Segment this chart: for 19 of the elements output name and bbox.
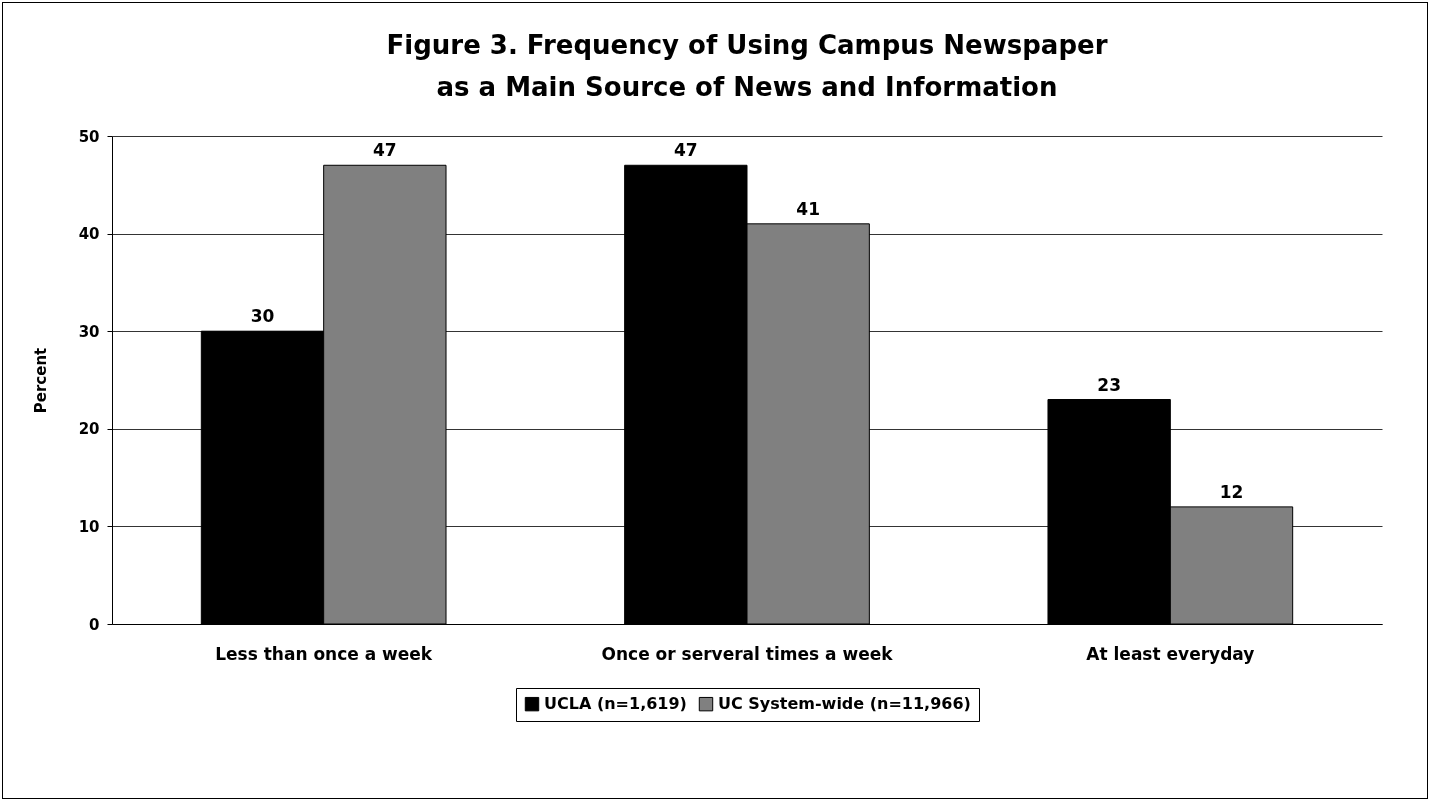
y-tick-label: 0 [89,615,100,634]
y-tick-label: 10 [78,517,100,536]
data-label: 30 [250,306,275,327]
y-tick-label: 30 [78,322,100,341]
y-tick-label: 40 [78,225,100,244]
x-tick-label: Once or serveral times a week [601,643,894,664]
x-tick-label: Less than once a week [215,643,433,664]
data-label: 12 [1219,481,1244,502]
data-label: 47 [373,140,397,161]
data-label: 23 [1097,374,1121,395]
legend-label: UCLA (n=1,619) [544,694,687,714]
y-tick-label: 20 [78,420,100,439]
legend-label: UC System-wide (n=11,966) [718,694,971,714]
y-tick-label: 50 [78,127,100,146]
chart-title: Figure 3. Frequency of Using Campus Newspaper as a Main Source of News and Information [386,30,1108,102]
data-label: 41 [796,198,821,219]
data-label: 47 [673,140,698,161]
x-tick-label: At least everyday [1086,643,1255,664]
y-axis-title: Percent [31,347,50,414]
